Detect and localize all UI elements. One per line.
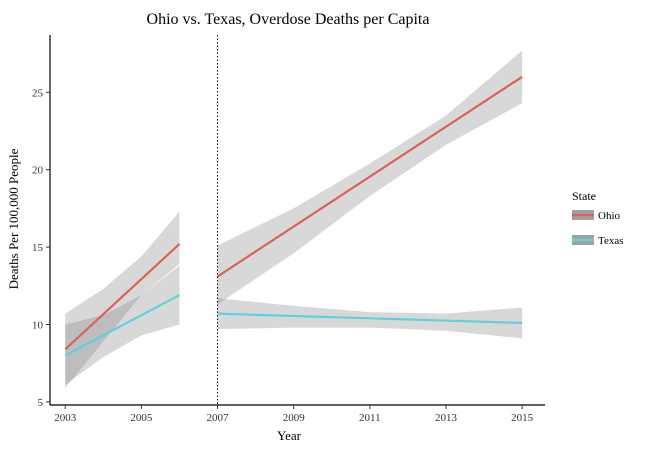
plot-area: 2003 2005 2007 2009 2011 2013 2015 5 10 15 20 25 [32, 35, 545, 424]
series-line-ohio [216, 75, 523, 278]
y-tick-label: 5 [38, 397, 44, 409]
x-tick-label: 2011 [359, 412, 381, 424]
confidence-band-ohio [65, 211, 180, 388]
y-tick-label: 20 [32, 165, 44, 177]
series-line-texas [64, 294, 180, 357]
y-axis-title: Deaths Per 100,000 People [6, 148, 21, 289]
y-tick-label: 15 [32, 242, 44, 254]
x-tick-label: 2015 [511, 412, 534, 424]
y-tick-label: 10 [32, 319, 44, 331]
x-tick-label: 2003 [54, 412, 77, 424]
x-tick-label: 2007 [207, 412, 230, 424]
legend-title: State [572, 189, 596, 203]
x-tick-label: 2009 [283, 412, 306, 424]
x-axis-title: Year [277, 428, 302, 443]
y-tick-label: 25 [32, 87, 44, 99]
x-tick-label: 2013 [435, 412, 458, 424]
x-tick-label: 2005 [130, 412, 153, 424]
series-line-texas [217, 312, 523, 325]
legend: State Ohio Texas [572, 189, 624, 247]
chart-title: Ohio vs. Texas, Overdose Deaths per Capi… [147, 11, 430, 28]
legend-label-texas: Texas [598, 235, 624, 247]
series-line-ohio [64, 243, 181, 351]
legend-label-ohio: Ohio [598, 210, 621, 222]
